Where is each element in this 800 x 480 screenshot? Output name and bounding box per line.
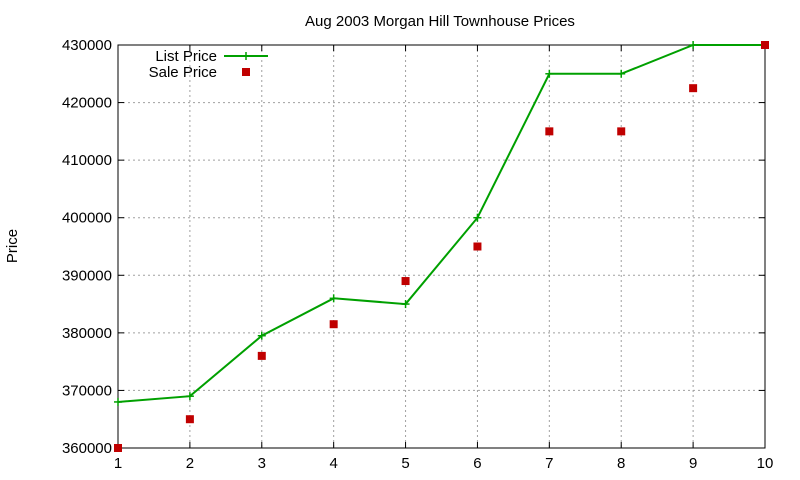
x-tick-label: 7 [545, 455, 553, 472]
y-tick-label: 410000 [62, 152, 112, 169]
sale-price-point [114, 444, 122, 452]
sale-price-point [761, 41, 769, 49]
list-price-point [617, 69, 626, 78]
axis-ticks: 1 2 3 4 5 6 7 8 9 10 360000 370000 380000 390000 40000… [62, 37, 773, 472]
legend-swatch-sale-price [242, 68, 250, 76]
y-axis-label: Price [4, 229, 21, 263]
x-tick-label: 8 [617, 455, 625, 472]
list-price-point [329, 294, 338, 303]
x-tick-label: 10 [757, 455, 774, 472]
sale-price-point [689, 84, 698, 93]
y-tick-label: 390000 [62, 267, 112, 284]
x-tick-label: 4 [329, 455, 337, 472]
list-price-point [114, 397, 122, 406]
y-tick-label: 430000 [62, 37, 112, 54]
chart-title: Aug 2003 Morgan Hill Townhouse Prices [305, 13, 575, 30]
sale-price-point [401, 277, 410, 286]
list-price-point [689, 41, 698, 49]
legend-marker-list-price [242, 52, 250, 60]
sale-price-point [617, 127, 626, 136]
list-price-line [117, 44, 765, 403]
list-price-point [401, 300, 410, 309]
list-price-point [473, 213, 482, 222]
y-tick-label: 370000 [62, 382, 112, 399]
list-price-point [257, 331, 266, 340]
y-tick-label: 420000 [62, 95, 112, 112]
y-tick-label: 400000 [62, 210, 112, 227]
grid-lines [118, 45, 765, 448]
sale-price-point [257, 351, 266, 360]
sale-price-point [473, 242, 482, 251]
sale-price-point [545, 127, 554, 136]
y-tick-label: 380000 [62, 325, 112, 342]
x-tick-label: 6 [473, 455, 481, 472]
x-tick-label: 5 [401, 455, 409, 472]
list-price-point [185, 392, 194, 401]
x-tick-label: 3 [258, 455, 266, 472]
list-price-point [545, 69, 554, 78]
series-layer [114, 41, 769, 452]
legend-label-list-price: List Price [155, 48, 217, 65]
sale-price-point [329, 320, 338, 329]
plot-frame [117, 44, 766, 449]
legend-label-sale-price: Sale Price [149, 64, 217, 81]
x-tick-label: 9 [689, 455, 697, 472]
x-tick-label: 2 [186, 455, 194, 472]
y-tick-label: 360000 [62, 440, 112, 457]
x-tick-label: 1 [114, 455, 122, 472]
sale-price-point [185, 415, 194, 424]
